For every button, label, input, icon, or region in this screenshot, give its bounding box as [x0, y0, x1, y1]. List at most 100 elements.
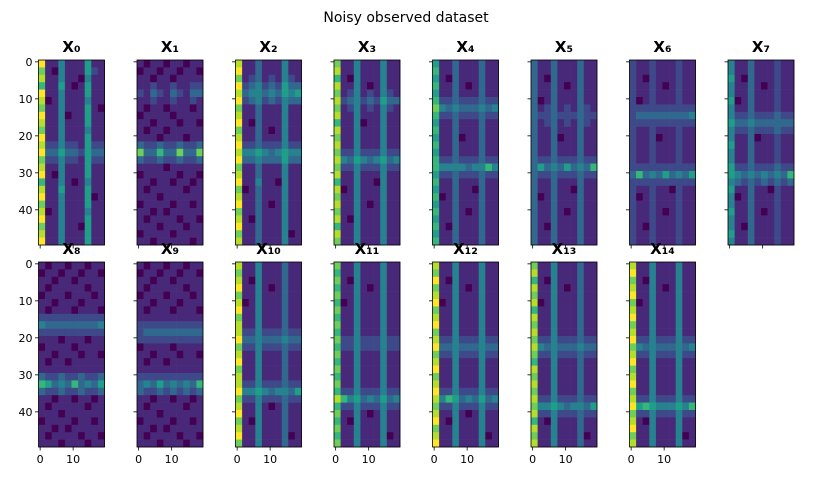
heatmap-cell — [741, 148, 749, 157]
heatmap-cell — [150, 82, 158, 90]
heatmap-cell — [235, 365, 243, 374]
heatmap-cell — [248, 276, 256, 285]
heatmap-cell — [550, 424, 558, 433]
heatmap-cell — [550, 262, 558, 270]
heatmap-cell — [655, 439, 663, 448]
heatmap-cell — [255, 343, 263, 352]
heatmap-cell — [564, 299, 571, 307]
heatmap-cell — [550, 74, 558, 83]
heatmap-cell — [682, 193, 690, 201]
heatmap-cell — [570, 104, 578, 113]
heatmap-cell — [636, 74, 643, 83]
heatmap-cell — [669, 395, 676, 403]
heatmap-cell — [91, 82, 99, 90]
heatmap-cell — [478, 119, 486, 127]
heatmap-cell — [275, 119, 282, 127]
heatmap-cell — [557, 432, 565, 440]
heatmap-cell — [669, 328, 676, 337]
heatmap-cell — [137, 200, 144, 209]
heatmap-cell — [84, 395, 92, 403]
heatmap-cell — [38, 171, 46, 179]
heatmap-cell — [261, 178, 269, 187]
heatmap-cell — [557, 284, 565, 292]
heatmap-cell — [636, 432, 643, 440]
heatmap-cell — [478, 328, 486, 337]
heatmap-cell — [583, 343, 591, 352]
heatmap-cell — [439, 380, 446, 389]
heatmap-cell — [347, 262, 355, 270]
heatmap-cell — [334, 185, 341, 194]
heatmap-cell — [281, 163, 289, 172]
heatmap-cell — [150, 313, 158, 322]
heatmap-cell — [688, 276, 696, 285]
heatmap-cell — [557, 82, 565, 90]
heatmap-cell — [472, 328, 479, 337]
heatmap-cell — [544, 97, 552, 105]
heatmap-cell — [465, 321, 473, 329]
heatmap-cell — [268, 350, 276, 359]
heatmap-cell — [275, 134, 282, 142]
heatmap-cell — [189, 395, 197, 403]
heatmap-cell — [176, 215, 184, 224]
heatmap-cell — [458, 432, 466, 440]
heatmap-cell — [787, 111, 795, 120]
heatmap-cell — [537, 74, 545, 83]
heatmap-cell — [682, 299, 690, 307]
heatmap-cell — [51, 97, 59, 105]
heatmap-cell — [288, 185, 296, 194]
heatmap-cell — [58, 417, 66, 426]
heatmap-cell — [248, 193, 256, 201]
heatmap-cell — [642, 111, 650, 120]
heatmap-cell — [465, 111, 473, 120]
heatmap-cell — [655, 432, 663, 440]
heatmap-cell — [261, 134, 269, 142]
heatmap-cell — [248, 424, 256, 433]
heatmap-cell — [432, 373, 440, 381]
heatmap-cell — [564, 215, 571, 224]
heatmap-cell — [64, 336, 72, 344]
heatmap-cell — [84, 163, 92, 172]
heatmap-cell — [734, 156, 742, 164]
heatmap-cell — [662, 380, 670, 389]
heatmap-cell — [143, 299, 151, 307]
heatmap-cell — [58, 67, 66, 76]
heatmap-cell — [340, 328, 348, 337]
heatmap-cell — [570, 306, 578, 315]
heatmap-cell — [196, 343, 204, 352]
heatmap-cell — [629, 178, 637, 187]
heatmap-cell — [491, 97, 499, 105]
heatmap-cell — [58, 328, 66, 337]
heatmap-cell — [564, 328, 571, 337]
heatmap-cell — [439, 104, 446, 113]
heatmap-cell — [478, 82, 486, 90]
heatmap-cell — [445, 185, 453, 194]
heatmap-cell — [393, 208, 401, 216]
heatmap-cell — [629, 395, 637, 403]
heatmap-cell — [472, 134, 479, 142]
axes-frame — [333, 261, 401, 448]
heatmap-cell — [655, 74, 663, 83]
heatmap-cell — [780, 111, 788, 120]
heatmap-cell — [747, 193, 755, 201]
heatmap-cell — [570, 380, 578, 389]
heatmap-cell — [557, 237, 565, 246]
heatmap-cell — [478, 230, 486, 238]
heatmap-cell — [97, 291, 105, 300]
heatmap-cell — [45, 439, 52, 448]
heatmap-cell — [754, 222, 762, 231]
heatmap-cell — [780, 163, 788, 172]
heatmap-cell — [445, 284, 453, 292]
heatmap-cell — [255, 208, 263, 216]
heatmap-cell — [432, 313, 440, 322]
heatmap-cell — [662, 171, 670, 179]
heatmap-cell — [281, 89, 289, 98]
heatmap-cell — [682, 410, 690, 418]
heatmap-cell — [242, 230, 249, 238]
heatmap-cell — [774, 119, 782, 127]
heatmap-cell — [294, 111, 302, 120]
heatmap-cell — [537, 284, 545, 292]
heatmap-cell — [669, 269, 676, 278]
heatmap-cell — [445, 395, 453, 403]
heatmap-cell — [564, 276, 571, 285]
